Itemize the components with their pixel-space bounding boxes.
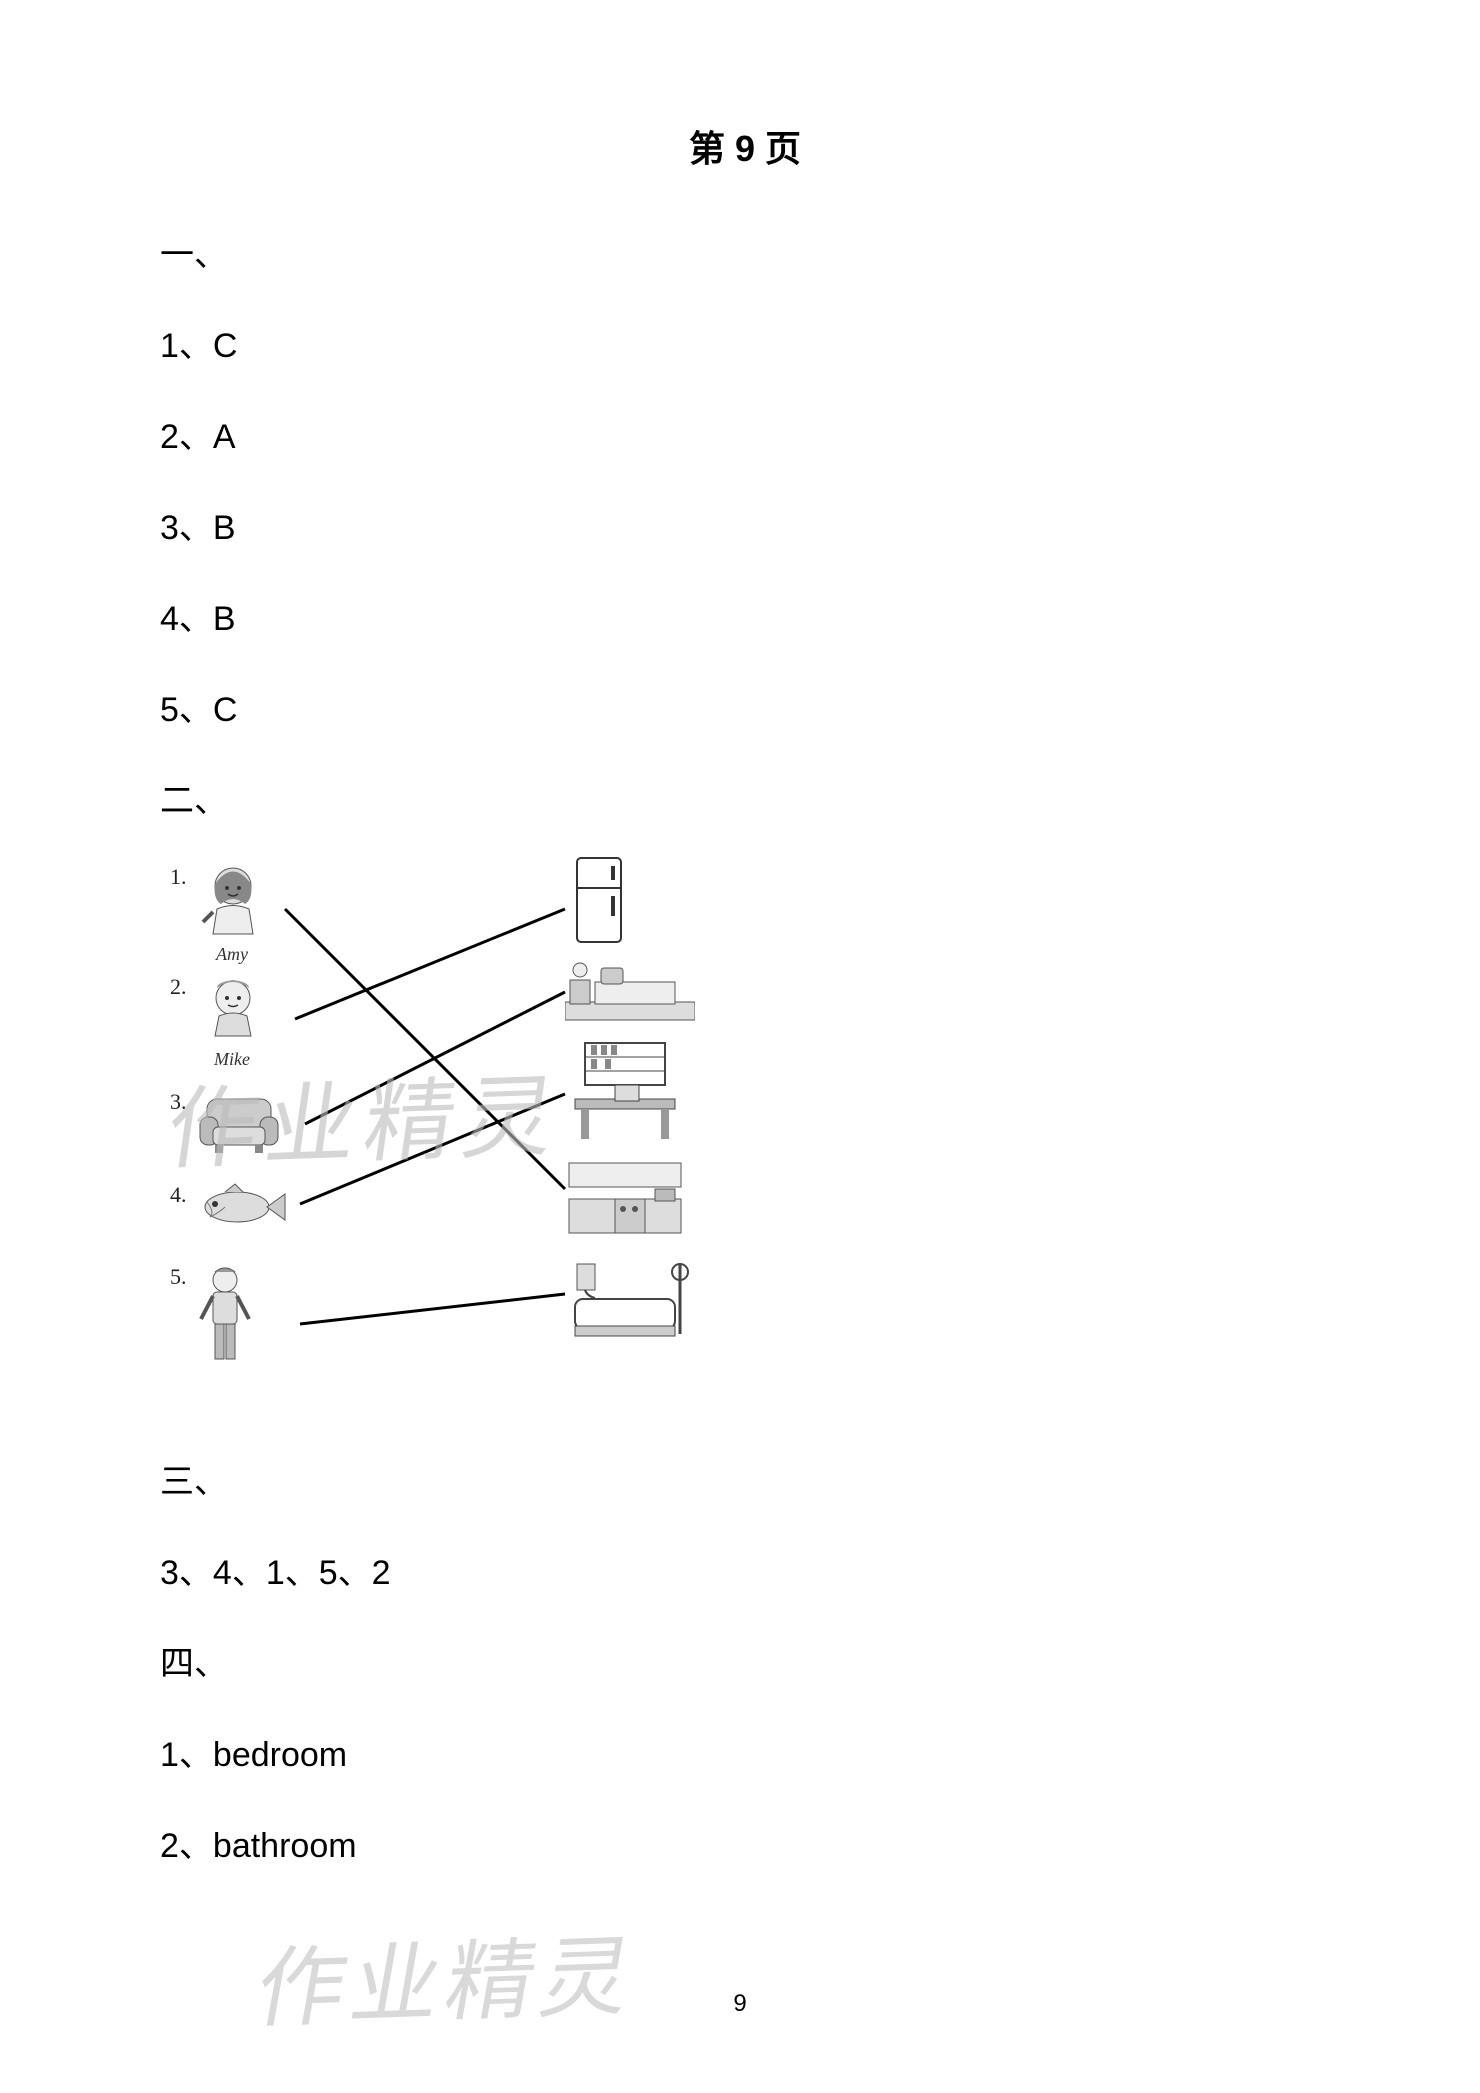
left-item-5: 5. xyxy=(170,1264,265,1369)
section-3-label: 三、 xyxy=(160,1454,1330,1503)
section-1-label: 一、 xyxy=(160,227,1330,276)
s3-sequence: 3、4、1、5、2 xyxy=(160,1545,1330,1594)
girl-amy-icon: Amy xyxy=(195,864,270,965)
s1-answer-4: 4、B xyxy=(160,591,1330,640)
left-item-1: 1. Amy xyxy=(170,864,270,965)
boy-mike-icon: Mike xyxy=(195,974,270,1070)
item-label: Mike xyxy=(195,1049,270,1070)
watermark-text: 作业精灵 xyxy=(247,1905,648,2045)
s1-answer-1: 1、C xyxy=(160,318,1330,367)
left-item-3: 3. xyxy=(170,1089,285,1159)
right-item-bedroom xyxy=(565,952,695,1027)
answer-number: 1 xyxy=(160,1736,179,1774)
answer-sep: 、 xyxy=(179,509,213,547)
right-item-bathroom xyxy=(565,1254,700,1349)
section-2-label: 二、 xyxy=(160,773,1330,822)
study-room-icon xyxy=(565,1039,685,1149)
page-title: 第 9 页 xyxy=(160,120,1330,172)
section-4-label: 四、 xyxy=(160,1636,1330,1685)
answer-sep: 、 xyxy=(179,1827,213,1865)
right-item-study xyxy=(565,1039,685,1154)
item-label: Amy xyxy=(195,944,270,965)
s1-answer-3: 3、B xyxy=(160,500,1330,549)
item-index: 4. xyxy=(170,1182,187,1208)
answer-number: 2 xyxy=(160,418,179,456)
answer-sep: 、 xyxy=(179,691,213,729)
kitchen-icon xyxy=(565,1159,685,1239)
right-item-fridge xyxy=(565,854,635,954)
fridge-icon xyxy=(565,854,635,949)
answer-sep: 、 xyxy=(179,418,213,456)
right-item-kitchen xyxy=(565,1159,685,1244)
left-item-4: 4. xyxy=(170,1182,290,1232)
answer-value: B xyxy=(213,600,236,638)
answer-number: 1 xyxy=(160,327,179,365)
answer-value: C xyxy=(213,327,238,365)
answer-sep: 、 xyxy=(179,327,213,365)
s4-answer-2: 2、bathroom xyxy=(160,1818,1330,1867)
answer-number: 3 xyxy=(160,509,179,547)
answer-value: A xyxy=(213,418,236,456)
answer-number: 2 xyxy=(160,1827,179,1865)
s1-answer-5: 5、C xyxy=(160,682,1330,731)
answer-value: bathroom xyxy=(213,1827,357,1865)
item-index: 2. xyxy=(170,974,187,1000)
bedroom-icon xyxy=(565,952,695,1022)
item-index: 1. xyxy=(170,864,187,890)
matching-diagram: 1. Amy 2. xyxy=(170,864,810,1384)
left-item-2: 2. Mike xyxy=(170,974,270,1070)
item-index: 5. xyxy=(170,1264,187,1290)
answer-value: C xyxy=(213,691,238,729)
page-number: 9 xyxy=(733,1990,746,2018)
bathroom-icon xyxy=(565,1254,700,1344)
boy-standing-icon xyxy=(195,1264,265,1369)
item-index: 3. xyxy=(170,1089,187,1115)
fish-icon xyxy=(195,1182,290,1232)
answer-number: 4 xyxy=(160,600,179,638)
answer-sep: 、 xyxy=(179,600,213,638)
answer-value: bedroom xyxy=(213,1736,347,1774)
answer-value: B xyxy=(213,509,236,547)
s4-answer-1: 1、bedroom xyxy=(160,1727,1330,1776)
sofa-icon xyxy=(195,1089,285,1159)
answer-number: 5 xyxy=(160,691,179,729)
answer-sep: 、 xyxy=(179,1736,213,1774)
s1-answer-2: 2、A xyxy=(160,409,1330,458)
